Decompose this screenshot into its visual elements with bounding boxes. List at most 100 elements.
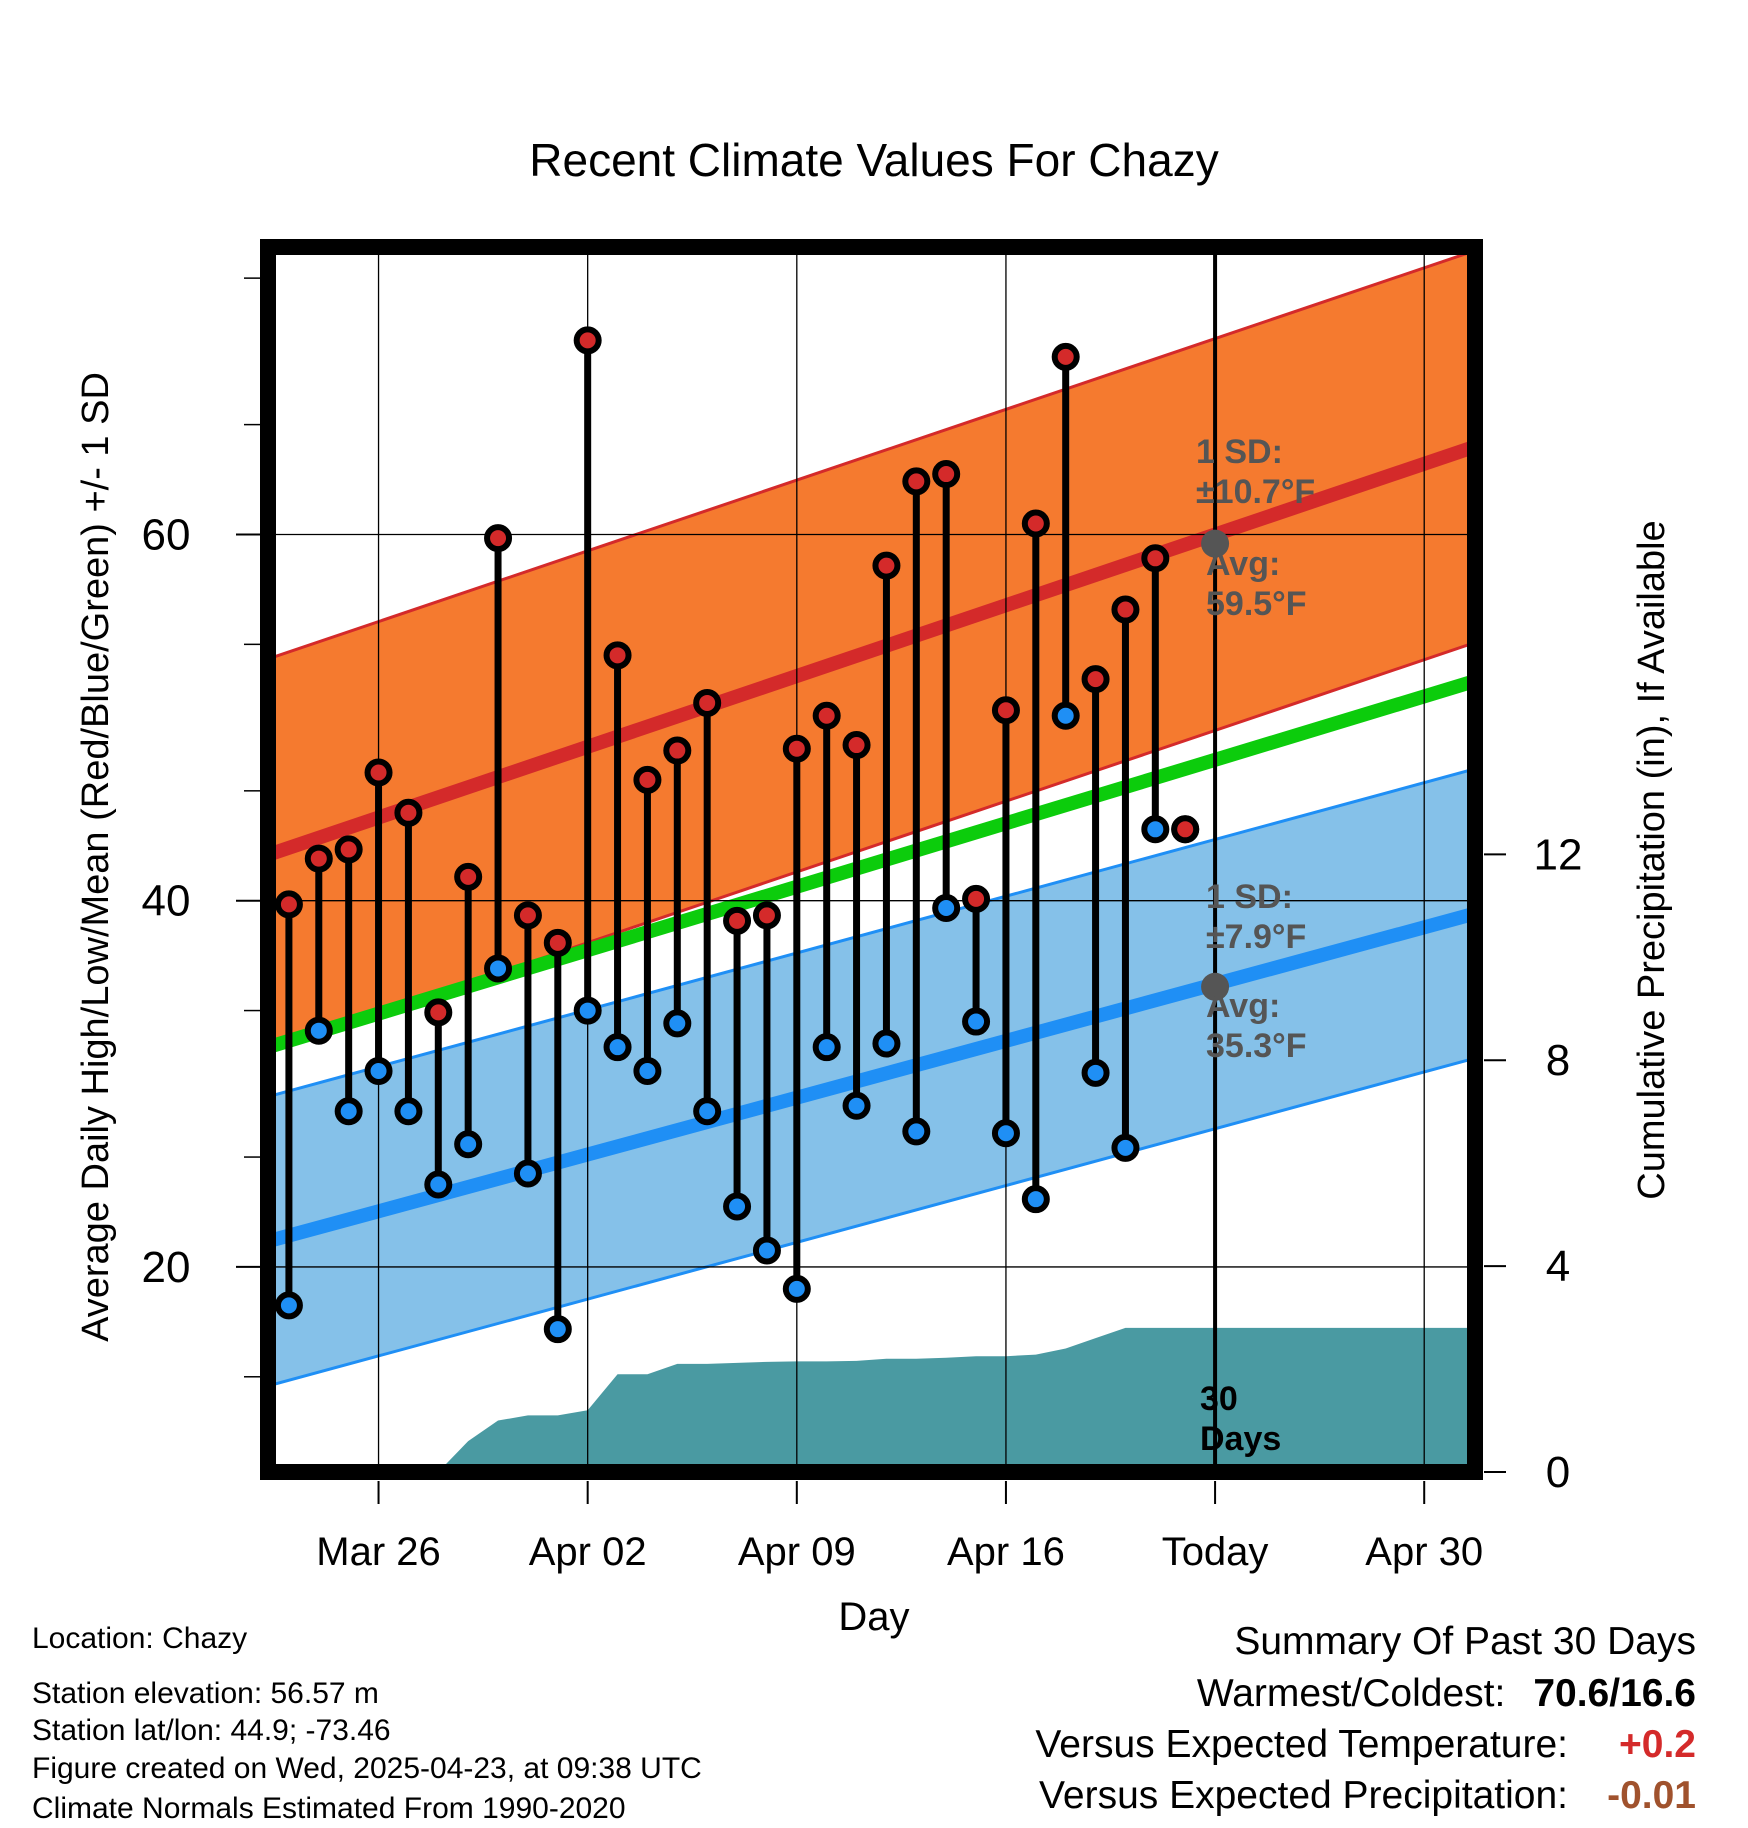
high-temp-point (603, 641, 632, 670)
today-high-normal-marker (1201, 529, 1230, 558)
x-tick-label: Apr 09 (738, 1530, 856, 1574)
y2-tick-label: 12 (1534, 830, 1583, 879)
x-axis-label: Day (838, 1595, 909, 1639)
high-temp-point (1021, 509, 1050, 538)
high-temp-point (663, 736, 692, 765)
period-label-line: Days (1200, 1420, 1281, 1458)
high-avg-annotation-line: 59.5°F (1206, 585, 1307, 623)
high-temp-point (991, 696, 1020, 725)
period-label: 30 Days (1200, 1380, 1281, 1458)
low-temp-point (484, 954, 513, 983)
summary-temp-value: +0.2 (1619, 1723, 1696, 1766)
plot-area (268, 247, 1475, 1472)
low-temp-point (812, 1033, 841, 1062)
y-tick-label: 40 (142, 877, 191, 926)
low-temp-point (782, 1274, 811, 1303)
low-avg-annotation: Avg: 35.3°F (1206, 987, 1307, 1065)
meta-latlon: Station lat/lon: 44.9; -73.46 (32, 1714, 391, 1747)
high-avg-annotation-line: Avg: (1206, 545, 1280, 583)
low-temp-point (424, 1170, 453, 1199)
x-tick-label: Apr 02 (529, 1530, 647, 1574)
high-temp-point (513, 901, 542, 930)
low-temp-point (723, 1192, 752, 1221)
high-temp-point (364, 758, 393, 787)
high-temp-point (454, 862, 483, 891)
today-low-normal-marker (1201, 972, 1230, 1001)
low-temp-point (304, 1016, 333, 1045)
high-sd-annotation-line: ±10.7°F (1196, 473, 1315, 511)
x-tick-label: Apr 16 (947, 1530, 1065, 1574)
high-temp-point (424, 998, 453, 1027)
summary-warm-cold-value: 70.6/16.6 (1533, 1672, 1696, 1715)
summary-precipitation: Versus Expected Precipitation: -0.01 (1039, 1774, 1696, 1818)
y-tick-label: 60 (142, 510, 191, 559)
high-temp-point (723, 906, 752, 935)
low-temp-point (932, 894, 961, 923)
low-temp-point (364, 1056, 393, 1085)
high-temp-point (693, 688, 722, 717)
low-avg-annotation-line: 35.3°F (1206, 1027, 1307, 1065)
high-temp-point (812, 701, 841, 730)
period-label-line: 30 (1200, 1380, 1238, 1418)
low-temp-point (1081, 1058, 1110, 1087)
low-temp-point (394, 1097, 423, 1126)
high-sd-annotation-line: 1 SD: (1196, 433, 1283, 471)
summary-warm-cold: Warmest/Coldest: 70.6/16.6 (1197, 1672, 1696, 1716)
low-temp-point (1021, 1185, 1050, 1214)
meta-normals: Climate Normals Estimated From 1990-2020 (32, 1792, 626, 1825)
summary-precip-value: -0.01 (1607, 1774, 1696, 1817)
high-mean-line (268, 439, 1475, 862)
high-temp-point (573, 326, 602, 355)
x-tick-label: Apr 30 (1365, 1530, 1483, 1574)
summary-warm-cold-label: Warmest/Coldest: (1196, 1672, 1506, 1715)
low-temp-point (633, 1056, 662, 1085)
low-temp-point (752, 1236, 781, 1265)
high-temp-point (304, 844, 333, 873)
high-temp-point (1051, 342, 1080, 371)
low-sd-band-lower-edge (268, 1056, 1475, 1388)
high-sd-annotation: 1 SD: ±10.7°F (1196, 433, 1315, 511)
chart-title: Recent Climate Values For Chazy (529, 134, 1218, 186)
low-temp-point (693, 1097, 722, 1126)
high-temp-point (752, 901, 781, 930)
high-temp-point (394, 798, 423, 827)
high-temp-point (633, 765, 662, 794)
summary-temperature: Versus Expected Temperature: +0.2 (1035, 1723, 1696, 1767)
low-sd-annotation-line: 1 SD: (1206, 878, 1293, 916)
y2-tick-label: 4 (1546, 1242, 1570, 1291)
high-temp-point (902, 467, 931, 496)
high-temp-point (872, 551, 901, 580)
low-temp-point (1051, 701, 1080, 730)
meta-elevation: Station elevation: 56.57 m (32, 1677, 379, 1710)
low-temp-point (573, 996, 602, 1025)
low-temp-point (334, 1097, 363, 1126)
high-temp-point (1111, 595, 1140, 624)
meta-created: Figure created on Wed, 2025-04-23, at 09… (32, 1752, 702, 1785)
summary-temp-label: Versus Expected Temperature: (1035, 1723, 1568, 1766)
low-temp-point (842, 1091, 871, 1120)
y2-axis-label: Cumulative Precipitation (in), If Availa… (1631, 520, 1673, 1199)
low-temp-point (274, 1291, 303, 1320)
low-temp-point (1141, 815, 1170, 844)
low-temp-point (1111, 1133, 1140, 1162)
high-temp-point (484, 524, 513, 553)
x-tick-label: Mar 26 (316, 1530, 441, 1574)
low-temp-point (991, 1119, 1020, 1148)
y2-tick-label: 0 (1546, 1448, 1570, 1497)
high-sd-band-upper-edge (268, 249, 1475, 661)
low-temp-point (513, 1159, 542, 1188)
low-temp-point (543, 1315, 572, 1344)
precip-area (288, 1327, 1475, 1472)
high-temp-point (543, 928, 572, 957)
high-temp-point (1171, 815, 1200, 844)
low-temp-point (872, 1029, 901, 1058)
high-temp-point (932, 460, 961, 489)
high-temp-point (1081, 665, 1110, 694)
high-temp-point (782, 734, 811, 763)
high-avg-annotation: Avg: 59.5°F (1206, 545, 1307, 623)
plot-frame (260, 239, 1483, 1480)
low-temp-point (603, 1033, 632, 1062)
low-temp-point (962, 1007, 991, 1036)
high-temp-point (334, 835, 363, 864)
